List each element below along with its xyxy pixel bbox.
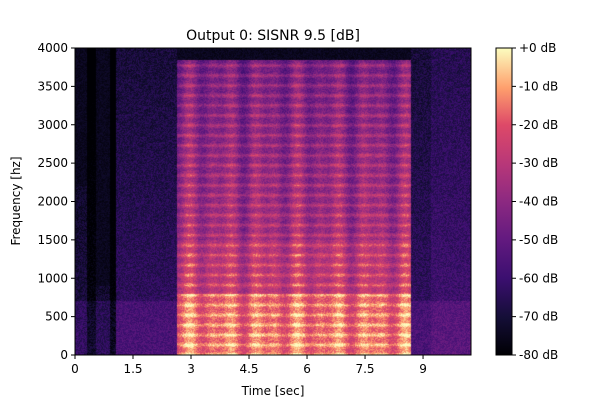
y-axis-ticks: 0 500 1000 1500 2000 2500 3000 3500 4000 xyxy=(37,41,75,362)
colorbar-ticks: +0 dB -10 dB -20 dB -30 dB -40 dB -50 dB -60 d… xyxy=(512,41,558,362)
spectrogram-heatmap xyxy=(75,48,471,355)
y-tick-label: 3500 xyxy=(37,79,68,93)
y-axis-label: Frequency [hz] xyxy=(9,156,23,245)
colorbar-tick-label: -10 dB xyxy=(519,79,558,93)
y-tick-label: 1000 xyxy=(37,271,68,285)
colorbar-tick-label: +0 dB xyxy=(519,41,556,55)
y-tick-label: 3000 xyxy=(37,118,68,132)
x-tick-label: 0 xyxy=(71,362,79,376)
colorbar-tick-label: -40 dB xyxy=(519,195,558,209)
colorbar-tick-label: -30 dB xyxy=(519,156,558,170)
x-tick-label: 9 xyxy=(419,362,427,376)
x-tick-label: 6 xyxy=(303,362,311,376)
y-tick-label: 4000 xyxy=(37,41,68,55)
colorbar-tick-label: -20 dB xyxy=(519,118,558,132)
colorbar: +0 dB -10 dB -20 dB -30 dB -40 dB -50 dB -60 d… xyxy=(495,41,558,362)
chart-title: Output 0: SISNR 9.5 [dB] xyxy=(186,28,360,44)
x-axis-ticks: 0 1.5 3 4.5 6 7.5 9 xyxy=(71,355,427,376)
x-tick-label: 4.5 xyxy=(239,362,258,376)
y-tick-label: 500 xyxy=(45,310,68,324)
colorbar-tick-label: -80 dB xyxy=(519,348,558,362)
y-tick-label: 0 xyxy=(60,348,68,362)
x-tick-label: 3 xyxy=(187,362,195,376)
x-tick-label: 7.5 xyxy=(355,362,374,376)
plot-area xyxy=(74,47,472,356)
y-tick-label: 1500 xyxy=(37,233,68,247)
colorbar-gradient xyxy=(495,47,513,356)
y-tick-label: 2500 xyxy=(37,156,68,170)
colorbar-tick-label: -50 dB xyxy=(519,233,558,247)
x-axis-label: Time [sec] xyxy=(241,384,305,398)
x-tick-label: 1.5 xyxy=(123,362,142,376)
colorbar-tick-label: -70 dB xyxy=(519,310,558,324)
colorbar-tick-label: -60 dB xyxy=(519,271,558,285)
y-tick-label: 2000 xyxy=(37,195,68,209)
